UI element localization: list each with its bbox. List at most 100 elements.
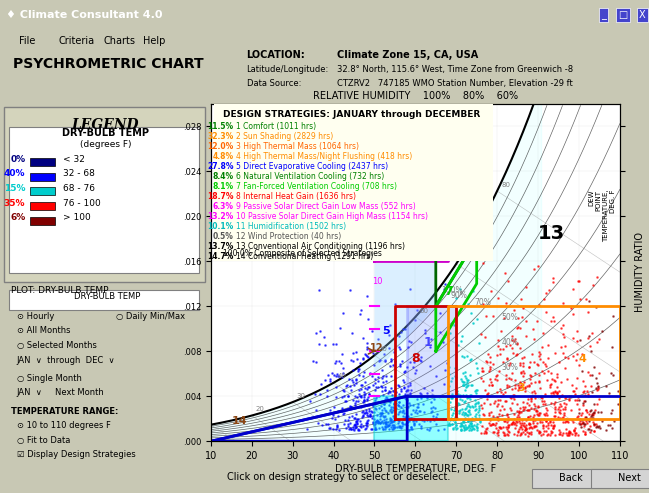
- Point: [349, 422, 360, 429]
- Point: [412, 409, 422, 417]
- Point: [567, 381, 577, 389]
- Point: [482, 391, 492, 399]
- Point: [358, 411, 369, 419]
- Point: [352, 425, 363, 433]
- Point: [362, 396, 373, 404]
- Point: [459, 411, 469, 419]
- Point: [493, 415, 504, 423]
- Point: [351, 418, 361, 425]
- Point: [493, 431, 503, 439]
- Point: [575, 336, 585, 344]
- Point: [498, 429, 509, 437]
- Point: [575, 420, 585, 428]
- Point: [380, 412, 390, 420]
- Point: [529, 335, 539, 343]
- Point: [312, 419, 323, 427]
- Point: [405, 415, 415, 423]
- Point: [393, 401, 403, 409]
- Point: [586, 412, 596, 420]
- Point: [393, 401, 403, 409]
- Point: [537, 367, 548, 375]
- Point: [526, 428, 536, 436]
- Point: [404, 389, 415, 397]
- Point: [524, 420, 534, 427]
- Point: [381, 377, 391, 385]
- Point: [530, 402, 541, 410]
- Point: [386, 372, 397, 380]
- Point: [379, 416, 389, 424]
- Point: [459, 378, 469, 386]
- Point: [488, 420, 498, 428]
- Point: [471, 399, 482, 407]
- Point: [450, 423, 460, 431]
- Point: [507, 386, 517, 393]
- Point: [346, 403, 356, 411]
- Point: [594, 422, 605, 429]
- Point: [593, 423, 604, 431]
- Point: [387, 421, 397, 429]
- Polygon shape: [407, 306, 456, 396]
- Point: [528, 419, 539, 426]
- Text: Next: Next: [618, 473, 641, 483]
- Point: [569, 426, 579, 434]
- Point: [580, 430, 591, 438]
- Point: [569, 387, 579, 394]
- Point: [591, 374, 602, 382]
- Point: [532, 403, 543, 411]
- Point: [462, 394, 472, 402]
- Point: [523, 420, 533, 428]
- Point: [546, 389, 556, 397]
- Point: [386, 385, 397, 392]
- Point: [403, 343, 413, 351]
- Point: [478, 377, 488, 385]
- Point: [532, 410, 542, 418]
- Point: [356, 385, 366, 392]
- Point: [376, 402, 387, 410]
- Point: [459, 415, 470, 423]
- Point: [520, 426, 530, 434]
- Point: [461, 411, 471, 419]
- Point: [411, 418, 422, 425]
- Point: [538, 424, 548, 432]
- Point: [545, 381, 555, 388]
- Point: [380, 386, 390, 394]
- Text: X: X: [639, 10, 646, 20]
- Point: [443, 420, 454, 427]
- Point: [523, 401, 533, 409]
- Point: [470, 402, 480, 410]
- Point: [332, 412, 343, 420]
- Point: [563, 418, 573, 425]
- Point: [571, 350, 582, 358]
- Point: [403, 386, 413, 394]
- Text: 8: 8: [411, 352, 420, 365]
- Point: [456, 375, 467, 383]
- Point: [576, 420, 586, 427]
- Point: [467, 422, 478, 429]
- Point: [419, 417, 429, 425]
- Point: [458, 424, 469, 432]
- Point: [524, 419, 534, 427]
- Point: [512, 427, 522, 435]
- Point: [533, 348, 544, 355]
- Point: [543, 367, 553, 375]
- Point: [515, 404, 526, 412]
- Point: [380, 384, 390, 391]
- Point: [446, 405, 456, 413]
- Point: [592, 423, 602, 430]
- Point: [554, 430, 564, 438]
- Point: [548, 377, 559, 385]
- Point: [373, 416, 383, 424]
- Point: [493, 400, 503, 408]
- Point: [606, 406, 617, 414]
- Point: [472, 408, 483, 416]
- Point: [408, 363, 418, 371]
- Point: [583, 368, 593, 376]
- Point: [356, 414, 367, 422]
- Point: [458, 417, 469, 424]
- Point: [361, 417, 372, 425]
- Point: [605, 421, 615, 428]
- Point: [406, 425, 416, 433]
- Point: [385, 414, 395, 422]
- Point: [574, 396, 584, 404]
- Point: [529, 265, 539, 273]
